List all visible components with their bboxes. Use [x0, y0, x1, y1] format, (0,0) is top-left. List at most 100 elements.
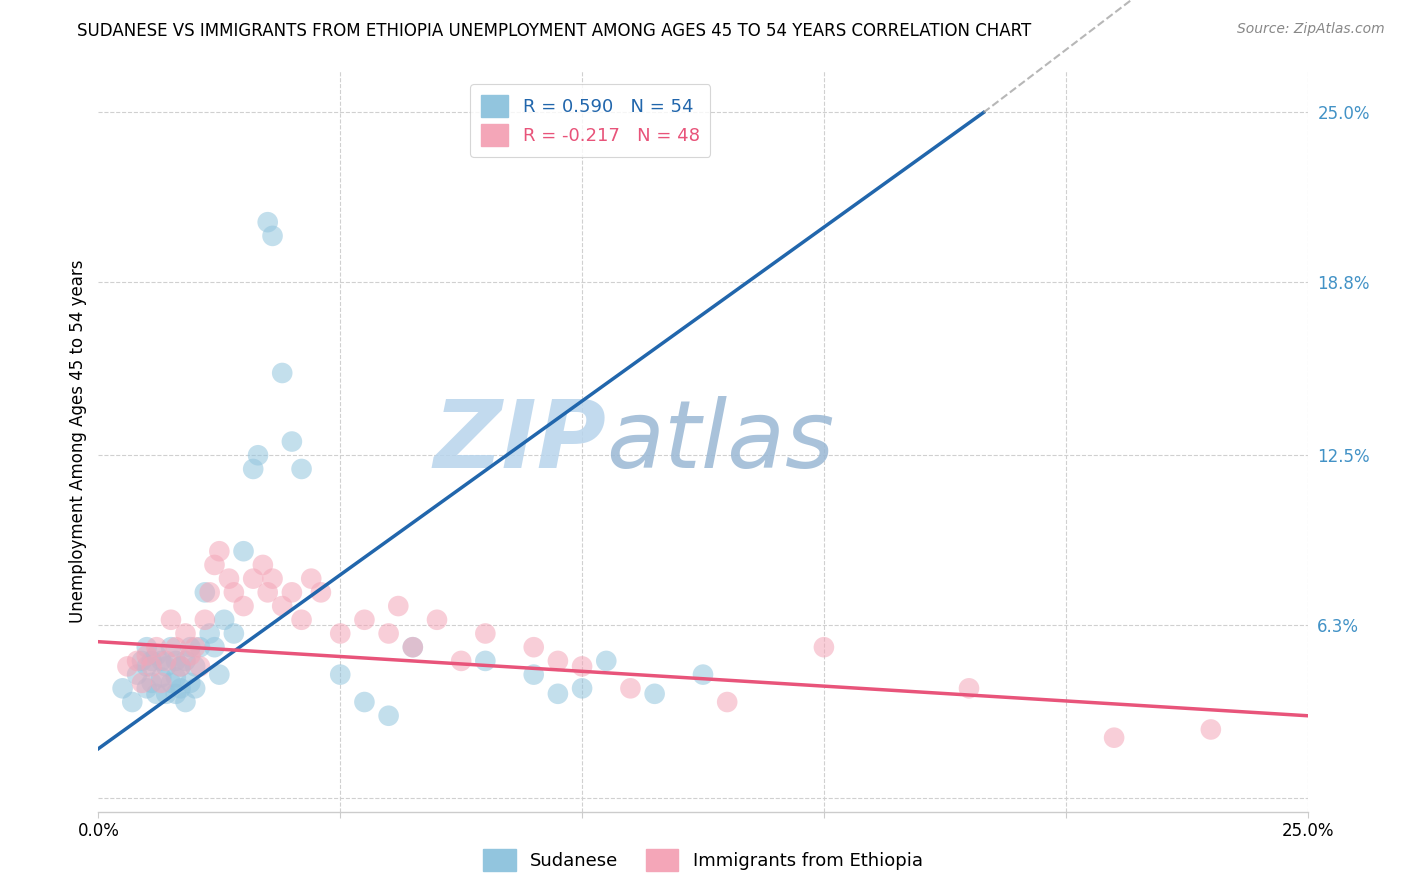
Y-axis label: Unemployment Among Ages 45 to 54 years: Unemployment Among Ages 45 to 54 years [69, 260, 87, 624]
Point [271, 366, 294, 380]
Point [377, 626, 399, 640]
Point [256, 585, 278, 599]
Point [208, 544, 231, 558]
Point [194, 585, 217, 599]
Point [242, 462, 264, 476]
Point [252, 558, 274, 572]
Point [179, 640, 201, 655]
Text: Source: ZipAtlas.com: Source: ZipAtlas.com [1237, 22, 1385, 37]
Text: SUDANESE VS IMMIGRANTS FROM ETHIOPIA UNEMPLOYMENT AMONG AGES 45 TO 54 YEARS CORR: SUDANESE VS IMMIGRANTS FROM ETHIOPIA UNE… [77, 22, 1032, 40]
Point [141, 676, 163, 690]
Point [160, 613, 183, 627]
Point [402, 640, 425, 655]
Point [281, 434, 304, 449]
Point [174, 626, 197, 640]
Point [450, 654, 472, 668]
Point [155, 687, 177, 701]
Point [281, 585, 304, 599]
Point [150, 670, 173, 684]
Point [188, 659, 211, 673]
Point [208, 667, 231, 681]
Point [1199, 723, 1222, 737]
Point [290, 613, 312, 627]
Point [165, 687, 187, 701]
Point [644, 687, 666, 701]
Point [169, 681, 191, 696]
Point [426, 613, 449, 627]
Point [184, 640, 207, 655]
Point [523, 640, 546, 655]
Point [247, 448, 270, 462]
Point [141, 654, 163, 668]
Point [155, 659, 177, 673]
Point [145, 640, 167, 655]
Point [353, 695, 375, 709]
Point [1102, 731, 1125, 745]
Point [474, 654, 496, 668]
Point [256, 215, 278, 229]
Point [387, 599, 409, 613]
Point [957, 681, 980, 696]
Point [692, 667, 714, 681]
Point [145, 687, 167, 701]
Point [716, 695, 738, 709]
Point [188, 640, 211, 655]
Point [523, 667, 546, 681]
Point [111, 681, 134, 696]
Point [165, 670, 187, 684]
Point [262, 228, 284, 243]
Point [571, 681, 593, 696]
Point [131, 654, 153, 668]
Point [242, 572, 264, 586]
Point [571, 659, 593, 673]
Point [198, 585, 221, 599]
Text: atlas: atlas [606, 396, 835, 487]
Point [204, 558, 226, 572]
Text: ZIP: ZIP [433, 395, 606, 488]
Point [222, 626, 245, 640]
Point [179, 648, 201, 663]
Point [127, 654, 149, 668]
Point [135, 640, 157, 655]
Point [150, 654, 173, 668]
Point [135, 648, 157, 663]
Point [117, 659, 139, 673]
Point [212, 613, 235, 627]
Point [402, 640, 425, 655]
Point [222, 585, 245, 599]
Point [290, 462, 312, 476]
Point [309, 585, 332, 599]
Point [169, 659, 191, 673]
Point [179, 676, 201, 690]
Point [547, 654, 569, 668]
Point [121, 695, 143, 709]
Point [150, 676, 173, 690]
Point [595, 654, 617, 668]
Point [262, 572, 284, 586]
Point [155, 654, 177, 668]
Point [218, 572, 240, 586]
Point [232, 544, 254, 558]
Point [135, 681, 157, 696]
Point [141, 659, 163, 673]
Point [194, 613, 217, 627]
Point [377, 708, 399, 723]
Point [160, 676, 183, 690]
Point [547, 687, 569, 701]
Point [165, 640, 187, 655]
Point [474, 626, 496, 640]
Point [619, 681, 641, 696]
Point [184, 681, 207, 696]
Point [329, 626, 352, 640]
Legend: R = 0.590   N = 54, R = -0.217   N = 48: R = 0.590 N = 54, R = -0.217 N = 48 [470, 84, 710, 157]
Point [353, 613, 375, 627]
Point [232, 599, 254, 613]
Point [174, 654, 197, 668]
Point [160, 640, 183, 655]
Point [165, 654, 187, 668]
Point [169, 659, 191, 673]
Point [198, 626, 221, 640]
Point [131, 676, 153, 690]
Legend: Sudanese, Immigrants from Ethiopia: Sudanese, Immigrants from Ethiopia [477, 842, 929, 879]
Point [184, 659, 207, 673]
